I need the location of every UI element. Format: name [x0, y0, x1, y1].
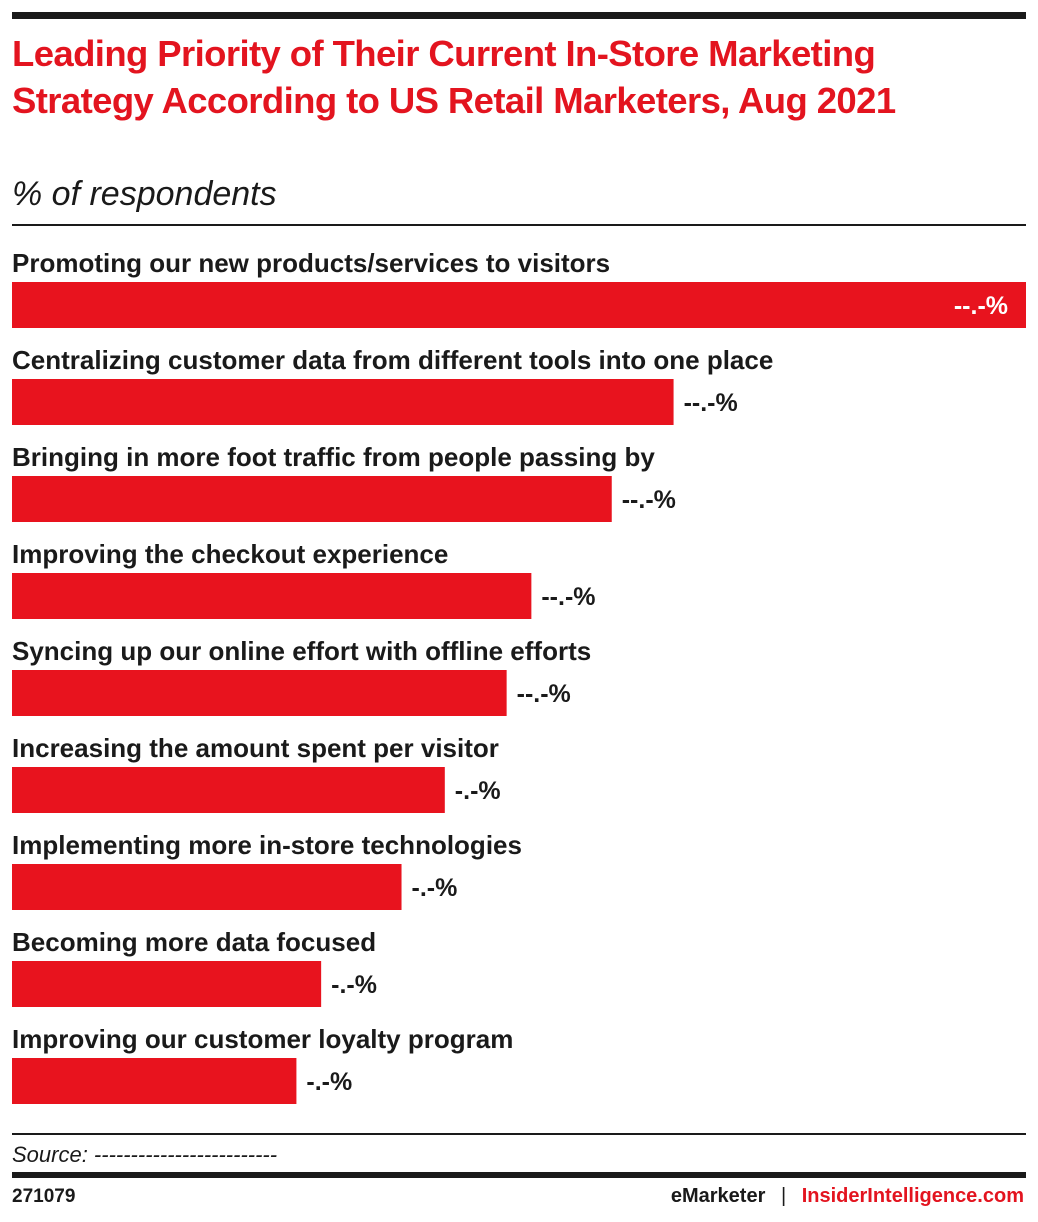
- chart-subtitle: % of respondents: [12, 175, 277, 213]
- value-label: -.-%: [412, 874, 458, 902]
- category-label: Bringing in more foot traffic from peopl…: [12, 442, 655, 472]
- category-label: Centralizing customer data from differen…: [12, 345, 773, 375]
- brand-separator: |: [780, 1185, 787, 1207]
- subtitle-rule: [12, 224, 1026, 226]
- brand-emarketer[interactable]: eMarketer: [670, 1185, 766, 1207]
- footer-rule: [12, 1172, 1026, 1178]
- chart-title: Leading Priority of Their Current In-Sto…: [12, 33, 896, 121]
- bar: [12, 864, 402, 910]
- value-label: --.-%: [954, 292, 1008, 320]
- value-label: --.-%: [684, 389, 738, 417]
- brand-insider-intelligence[interactable]: InsiderIntelligence.com: [801, 1185, 1024, 1207]
- category-label: Becoming more data focused: [12, 927, 376, 957]
- bar: [12, 476, 612, 522]
- bar: [12, 670, 507, 716]
- bar: [12, 1058, 297, 1104]
- category-label: Syncing up our online effort with offlin…: [12, 636, 591, 666]
- brand-footer: eMarketer | InsiderIntelligence.com: [671, 1185, 1024, 1208]
- bar: [12, 573, 532, 619]
- value-label: -.-%: [331, 971, 377, 999]
- value-label: --.-%: [622, 486, 676, 514]
- category-label: Promoting our new products/services to v…: [12, 248, 610, 278]
- source-rule: [12, 1133, 1026, 1135]
- value-label: -.-%: [306, 1068, 352, 1096]
- source-note: Source: -------------------------: [12, 1142, 278, 1167]
- category-label: Improving the checkout experience: [12, 539, 448, 569]
- category-label: Increasing the amount spent per visitor: [12, 733, 499, 763]
- top-rule: [12, 12, 1026, 19]
- category-label: Implementing more in-store technologies: [12, 830, 522, 860]
- bar: [12, 282, 1026, 328]
- bar-chart: Promoting our new products/services to v…: [12, 248, 1026, 1104]
- value-label: --.-%: [541, 583, 595, 611]
- bar: [12, 961, 322, 1007]
- value-label: -.-%: [455, 777, 501, 805]
- bar: [12, 767, 445, 813]
- chart-id: 271079: [12, 1186, 76, 1207]
- category-label: Improving our customer loyalty program: [12, 1024, 513, 1054]
- bar: [12, 379, 674, 425]
- value-label: --.-%: [517, 680, 571, 708]
